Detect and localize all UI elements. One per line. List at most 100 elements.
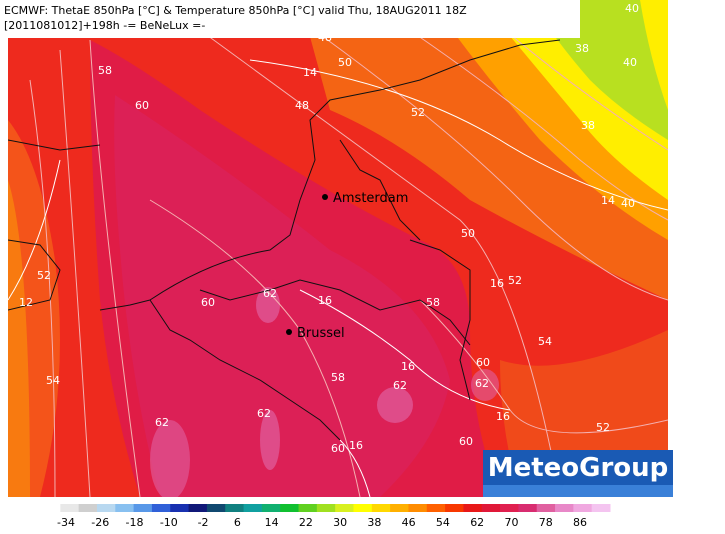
colorbar-swatch — [591, 504, 611, 512]
colorbar-swatch — [133, 504, 153, 512]
logo-wave — [483, 485, 673, 497]
colorbar-swatch — [170, 504, 190, 512]
contour-label: 60 — [331, 442, 345, 455]
contour-label: 58 — [331, 371, 345, 384]
contour-label: 62 — [393, 379, 407, 392]
contour-label: 14 — [601, 194, 615, 207]
colorbar-swatch — [518, 504, 538, 512]
field-magenta-core — [114, 95, 450, 497]
colorbar-swatch — [225, 504, 245, 512]
contour-label: 62 — [263, 287, 277, 300]
header-line: ECMWF: ThetaE 850hPa [°C] & Temperature … — [4, 4, 467, 17]
colorbar-swatch — [316, 504, 336, 512]
colorbar-label: 30 — [333, 516, 347, 529]
colorbar-swatch — [78, 504, 98, 512]
contour-label: 16 — [490, 277, 504, 290]
field-pink — [377, 387, 413, 423]
city-dot — [286, 329, 292, 335]
contour-label: 52 — [411, 106, 425, 119]
colorbar-label: 54 — [436, 516, 450, 529]
colorbar-label: 86 — [573, 516, 587, 529]
colorbar-label: 6 — [234, 516, 241, 529]
colorbar-label: -2 — [198, 516, 209, 529]
contour-label: 40 — [621, 197, 635, 210]
contour-label: 54 — [538, 335, 552, 348]
colorbar-label: -18 — [126, 516, 144, 529]
city-dot — [322, 194, 328, 200]
city-label: Brussel — [297, 326, 345, 341]
colorbar-label: 62 — [470, 516, 484, 529]
contour-label: 50 — [338, 56, 352, 69]
colorbar-swatch — [408, 504, 428, 512]
field-orange-west2 — [8, 180, 30, 497]
contour-label: 38 — [581, 119, 595, 132]
contour-label: 52 — [596, 421, 610, 434]
header-line: [2011081012]+198h -= BeNeLux =- — [4, 19, 205, 32]
contour-label: 58 — [426, 296, 440, 309]
colorbar-label: 46 — [402, 516, 416, 529]
contour-label: 60 — [135, 99, 149, 112]
contour-label: 62 — [257, 407, 271, 420]
colorbar-swatch — [573, 504, 593, 512]
temperature-contours — [8, 59, 668, 497]
borders — [8, 39, 561, 441]
colorbar-swatch — [42, 504, 61, 512]
colorbar-swatch — [463, 504, 483, 512]
colorbar-swatch — [151, 504, 171, 512]
colorbar-swatch — [115, 504, 135, 512]
field-pink — [150, 420, 190, 497]
colorbar-swatch — [353, 504, 373, 512]
contour-label: 40 — [623, 56, 637, 69]
contour-label: 60 — [476, 356, 490, 369]
colorbar-label: -10 — [160, 516, 178, 529]
contour-label: 60 — [201, 296, 215, 309]
contour-label: 38 — [575, 42, 589, 55]
colorbar-swatch — [96, 504, 116, 512]
colorbar-label: 70 — [504, 516, 518, 529]
colorbar-swatch — [481, 504, 501, 512]
colorbar-label: -26 — [91, 516, 109, 529]
colorbar-swatch — [445, 504, 464, 512]
contour-label: 52 — [508, 274, 522, 287]
contour-label: 14 — [303, 66, 317, 79]
contour-label: 60 — [459, 435, 473, 448]
field-pink — [260, 410, 280, 470]
colorbar: -34 -26 -18 -10 -2 6 14 22 30 38 46 54 62 70 78 86 — [42, 504, 611, 529]
contour-label: 12 — [19, 296, 33, 309]
colorbar-label: 38 — [367, 516, 381, 529]
colorbar-swatch — [536, 504, 556, 512]
map-field: Amsterdam Brussel 5814504840384038604852… — [8, 0, 668, 497]
colorbar-label: 78 — [539, 516, 553, 529]
colorbar-swatch — [188, 504, 208, 512]
colorbar-swatch — [60, 504, 80, 512]
colorbar-swatch — [298, 504, 318, 512]
colorbar-swatch — [206, 504, 226, 512]
city-label: Amsterdam — [333, 191, 408, 206]
colorbar-swatch — [426, 504, 446, 512]
contour-label: 62 — [475, 377, 489, 390]
contour-label: 58 — [98, 64, 112, 77]
contour-label: 52 — [37, 269, 51, 282]
contour-label: 16 — [349, 439, 363, 452]
contour-label: 62 — [155, 416, 169, 429]
colorbar-swatch — [555, 504, 574, 512]
logo-text: MeteoGroup — [488, 453, 669, 483]
field-pink — [256, 287, 280, 323]
colorbar-label: -34 — [57, 516, 75, 529]
contour-label: 40 — [625, 2, 639, 15]
colorbar-swatch — [280, 504, 300, 512]
contour-label: 50 — [461, 227, 475, 240]
colorbar-swatch — [371, 504, 391, 512]
colorbar-label: 14 — [265, 516, 279, 529]
contour-label: 16 — [318, 294, 332, 307]
contour-label: 16 — [496, 410, 510, 423]
contour-label: 16 — [401, 360, 415, 373]
colorbar-swatch — [261, 504, 281, 512]
field-pink — [471, 369, 499, 401]
contour-label: 48 — [295, 99, 309, 112]
colorbar-label: 22 — [299, 516, 313, 529]
colorbar-swatch — [243, 504, 263, 512]
colorbar-swatch — [500, 504, 519, 512]
colorbar-swatch — [335, 504, 354, 512]
